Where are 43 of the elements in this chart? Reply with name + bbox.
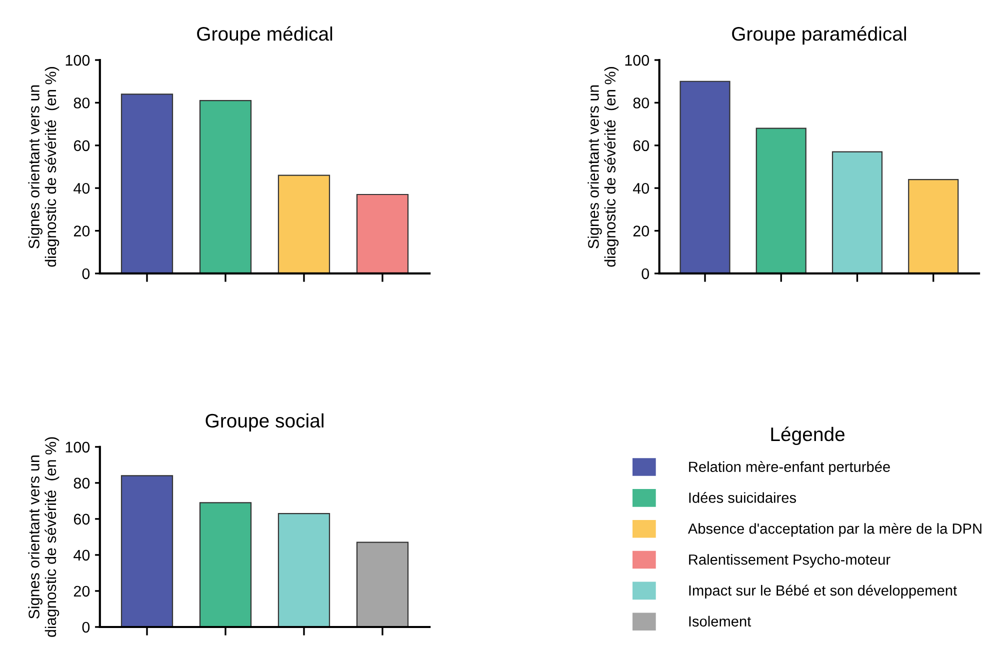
y-tick-label: 20 bbox=[74, 586, 90, 597]
chart-title: Groupe social bbox=[206, 413, 324, 432]
y-axis-title: Signes orientant vers un diagnostic de sévérité (en %) bbox=[588, 67, 619, 267]
bar bbox=[120, 94, 174, 274]
y-tick-label: 0 bbox=[642, 268, 650, 280]
y-tick-label: 80 bbox=[633, 98, 650, 108]
y-tick-label: 100 bbox=[66, 442, 90, 453]
y-tick-label: 20 bbox=[633, 226, 650, 236]
bar bbox=[756, 128, 806, 274]
y-tick-label: 40 bbox=[632, 182, 650, 194]
bar bbox=[356, 542, 409, 627]
chart-title: Groupe paramédical bbox=[732, 26, 906, 45]
y-tick-label: 80 bbox=[74, 478, 90, 489]
y-axis-title: Signes orientant vers un diagnostic de sévérité (en %) bbox=[28, 67, 60, 267]
y-tick-label: 40 bbox=[74, 550, 90, 561]
y-tick-label: 20 bbox=[74, 226, 90, 236]
y-tick-label: 80 bbox=[74, 98, 90, 108]
bar bbox=[680, 80, 730, 274]
bar bbox=[120, 475, 174, 627]
y-tick-label: 0 bbox=[82, 268, 90, 280]
y-tick-label: 60 bbox=[633, 140, 650, 152]
legend-label: Relation mère-enfant perturbée bbox=[689, 461, 890, 475]
y-tick-label: 100 bbox=[625, 54, 650, 66]
legend-label: Isolement bbox=[689, 616, 752, 627]
bar bbox=[278, 512, 330, 627]
y-tick-label: 40 bbox=[74, 182, 90, 194]
bar bbox=[199, 100, 252, 274]
bar bbox=[278, 174, 330, 274]
y-tick-label: 60 bbox=[74, 140, 90, 152]
y-tick-label: 100 bbox=[66, 54, 90, 66]
legend-label: Ralentissement Psycho-moteur bbox=[689, 554, 890, 568]
y-tick-label: 60 bbox=[74, 514, 90, 525]
bar bbox=[356, 194, 409, 274]
y-tick-label: 0 bbox=[82, 622, 90, 633]
legend-label: Idées suicidaires bbox=[689, 492, 796, 503]
y-axis-title: Signes orientant vers un diagnostic de sévérité (en %) bbox=[28, 437, 60, 637]
legend-label: Impact sur le Bébé et son développement bbox=[689, 584, 957, 599]
legend-label: Absence d'acceptation par la mère de la DPN bbox=[688, 522, 982, 537]
bar bbox=[908, 179, 959, 274]
chart-title: Groupe médical bbox=[197, 26, 332, 45]
text: Légende bbox=[771, 426, 844, 446]
bar bbox=[199, 502, 252, 627]
bar bbox=[832, 151, 883, 274]
